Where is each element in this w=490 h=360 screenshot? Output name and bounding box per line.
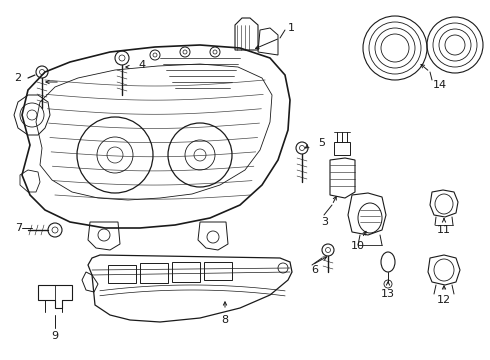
- Text: 5: 5: [318, 138, 325, 148]
- Text: 8: 8: [221, 315, 228, 325]
- Text: 7: 7: [15, 223, 22, 233]
- Text: 14: 14: [433, 80, 447, 90]
- Text: 2: 2: [14, 73, 22, 83]
- Text: 6: 6: [312, 265, 318, 275]
- Text: 13: 13: [381, 289, 395, 299]
- Bar: [108, 265, 136, 283]
- Text: 10: 10: [351, 241, 365, 251]
- Bar: [204, 262, 232, 280]
- Bar: [172, 262, 200, 282]
- Bar: [140, 263, 168, 283]
- Text: 1: 1: [288, 23, 294, 33]
- Text: 9: 9: [51, 331, 59, 341]
- Text: 3: 3: [321, 217, 328, 227]
- Text: 11: 11: [437, 225, 451, 235]
- Text: 4: 4: [138, 60, 145, 70]
- Text: 12: 12: [437, 295, 451, 305]
